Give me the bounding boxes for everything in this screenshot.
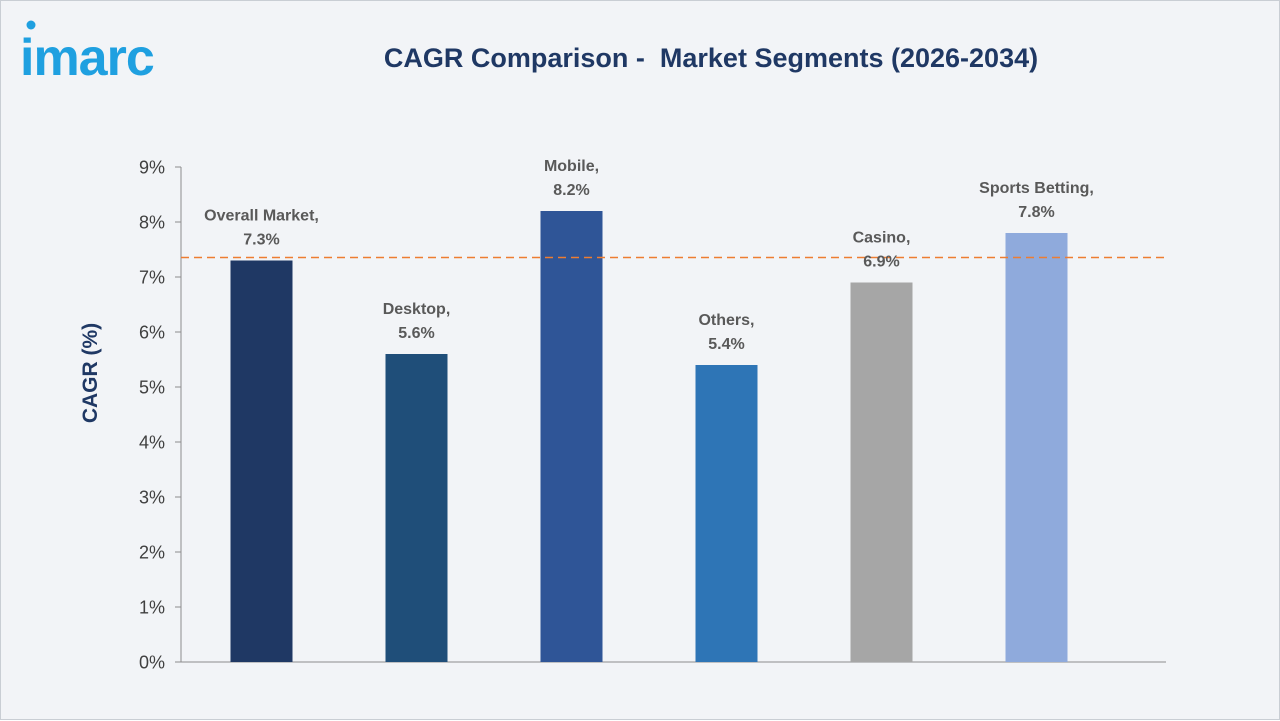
bar bbox=[540, 211, 603, 662]
bar-value-label: 7.3% bbox=[243, 232, 279, 249]
y-tick-label: 4% bbox=[139, 433, 165, 453]
y-tick-label: 8% bbox=[139, 213, 165, 233]
y-tick-label: 3% bbox=[139, 488, 165, 508]
bar-category-label: Others, bbox=[698, 312, 754, 329]
bar-category-label: Mobile, bbox=[544, 158, 599, 175]
bar bbox=[695, 365, 758, 662]
y-tick-label: 7% bbox=[139, 268, 165, 288]
bar bbox=[230, 260, 293, 662]
y-tick-label: 9% bbox=[139, 158, 165, 178]
chart-title: CAGR Comparison - Market Segments (2026-… bbox=[383, 43, 1039, 73]
bar-value-label: 8.2% bbox=[553, 182, 589, 199]
bar bbox=[850, 282, 913, 662]
bar-category-label: Sports Betting, bbox=[979, 180, 1094, 197]
bar bbox=[1005, 233, 1068, 662]
y-tick-label: 5% bbox=[139, 378, 165, 398]
bar-value-label: 7.8% bbox=[1018, 204, 1054, 221]
data-label-layer: Overall Market, 7.3% Desktop, 5.6% Mobile, 8.… bbox=[204, 158, 1094, 353]
bar-category-label: Casino, bbox=[853, 230, 911, 247]
y-tick-label: 2% bbox=[139, 543, 165, 563]
y-tick-label: 6% bbox=[139, 323, 165, 343]
y-tick-label: 1% bbox=[139, 598, 165, 618]
axis-layer: 0% 1% 2% 3% 4% 5% 6% 7% 8% 9% bbox=[139, 158, 1166, 673]
y-axis-title: CAGR (%) bbox=[79, 323, 102, 423]
bar-category-label: Overall Market, bbox=[204, 208, 319, 225]
bar bbox=[385, 354, 448, 662]
logo-text: imarc bbox=[21, 29, 154, 81]
bar-value-label: 5.6% bbox=[398, 325, 434, 342]
imarc-logo: imarc bbox=[21, 20, 155, 81]
y-tick-label: 0% bbox=[139, 653, 165, 673]
bar-category-label: Desktop, bbox=[383, 301, 451, 318]
bar-value-label: 6.9% bbox=[863, 254, 899, 271]
bar-value-label: 5.4% bbox=[708, 336, 744, 353]
bar-layer bbox=[230, 211, 1068, 662]
logo-dot bbox=[26, 20, 36, 30]
